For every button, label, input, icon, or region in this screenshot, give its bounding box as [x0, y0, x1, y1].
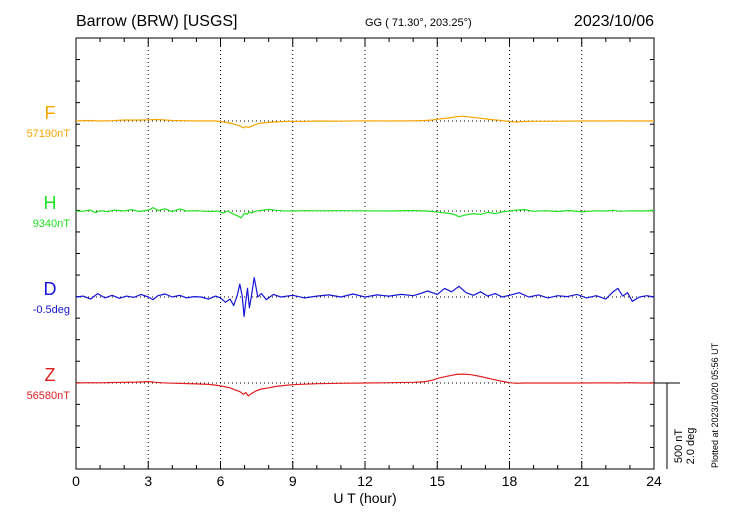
x-tick-label-18: 18	[502, 473, 518, 489]
x-tick-label-3: 3	[144, 473, 152, 489]
x-tick-label-12: 12	[357, 473, 373, 489]
x-tick-label-6: 6	[217, 473, 225, 489]
series-baseline-Z: 56580nT	[27, 390, 71, 402]
scale-bar-nt: 500 nT	[673, 429, 685, 464]
scale-bar-deg: 2.0 deg	[685, 428, 697, 465]
trace-Z	[75, 373, 654, 397]
plotted-at-note: Plotted at 2023/10/20 05:56 UT	[710, 342, 720, 468]
chart-date: 2023/10/06	[574, 13, 654, 30]
station-coords: GG ( 71.30°, 203.25°)	[365, 17, 472, 29]
series-labels: F 57190nT H 9340nT D -0.5deg Z 56580nT	[27, 103, 71, 402]
axis-ticks	[75, 38, 655, 469]
trace-D	[75, 277, 655, 317]
scale-bar: 500 nT 2.0 deg	[654, 382, 697, 469]
x-tick-label-24: 24	[646, 473, 662, 489]
x-axis-title: U T (hour)	[333, 490, 396, 506]
x-tick-label-15: 15	[429, 473, 445, 489]
series-name-D: D	[44, 279, 57, 299]
x-tick-label-21: 21	[574, 473, 590, 489]
series-baseline-D: -0.5deg	[33, 304, 70, 316]
series-name-H: H	[44, 193, 57, 213]
trace-H	[75, 207, 655, 219]
series-baseline-H: 9340nT	[33, 218, 71, 230]
series-name-F: F	[45, 103, 56, 123]
series-baseline-F: 57190nT	[27, 128, 71, 140]
x-tick-labels: 0 3 6 9 12 15 18 21 24	[72, 473, 662, 489]
x-tick-label-0: 0	[72, 473, 80, 489]
series-name-Z: Z	[45, 365, 56, 385]
trace-F	[75, 115, 654, 129]
station-title: Barrow (BRW) [USGS]	[76, 13, 238, 30]
series-traces	[75, 115, 655, 397]
x-tick-label-9: 9	[289, 473, 297, 489]
